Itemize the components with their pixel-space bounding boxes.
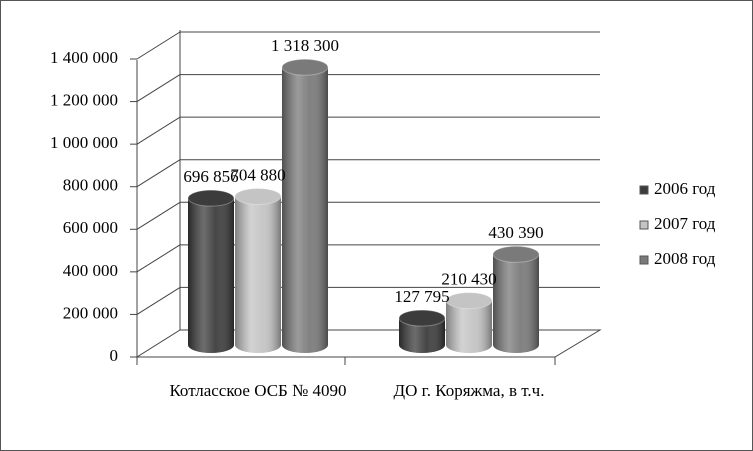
value-label: 127 795 bbox=[394, 287, 449, 306]
legend-label: 2007 год bbox=[654, 214, 716, 233]
cylinder-top bbox=[398, 309, 446, 327]
cylinder-shade bbox=[446, 300, 492, 353]
y-tick-label: 1 200 000 bbox=[50, 90, 118, 109]
grid-line bbox=[136, 116, 181, 145]
legend-marker bbox=[639, 185, 649, 195]
cylinder-top bbox=[492, 245, 540, 263]
cylinder-shade bbox=[235, 196, 281, 353]
grid-line bbox=[136, 74, 181, 102]
cylinder-shade bbox=[493, 254, 539, 353]
value-label: 696 856 bbox=[183, 167, 238, 186]
cylinder-shade bbox=[399, 318, 445, 353]
legend-label: 2006 год bbox=[654, 179, 716, 198]
value-label: 1 318 300 bbox=[271, 36, 339, 55]
cylinder-top bbox=[234, 187, 282, 205]
cylinder-top bbox=[445, 292, 493, 310]
grid-line bbox=[136, 287, 181, 315]
value-label: 430 390 bbox=[488, 223, 543, 242]
y-tick-label: 200 000 bbox=[63, 303, 118, 322]
grid-line bbox=[136, 201, 181, 230]
y-tick-label: 400 000 bbox=[63, 261, 118, 280]
cylinder-shade bbox=[282, 67, 328, 353]
y-tick-label: 800 000 bbox=[63, 176, 118, 195]
value-label: 210 430 bbox=[441, 270, 496, 289]
y-tick-label: 1 000 000 bbox=[50, 133, 118, 152]
cylinder-top bbox=[187, 189, 235, 207]
grid-line bbox=[136, 31, 181, 60]
legend-marker bbox=[639, 220, 649, 230]
cylinder-top bbox=[281, 58, 329, 76]
grid-line bbox=[136, 244, 181, 273]
y-tick-label: 0 bbox=[110, 346, 119, 365]
legend-marker bbox=[639, 255, 649, 265]
x-tick-label: ДО г. Коряжма, в т.ч. bbox=[393, 381, 545, 400]
legend-label: 2008 год bbox=[654, 249, 716, 268]
y-tick-label: 1 400 000 bbox=[50, 48, 118, 67]
x-tick-label: Котласское ОСБ № 4090 bbox=[169, 381, 347, 400]
cylinder-shade bbox=[188, 198, 234, 353]
y-tick-label: 600 000 bbox=[63, 218, 118, 237]
grid-line bbox=[136, 159, 181, 188]
value-label: 704 880 bbox=[230, 165, 285, 184]
